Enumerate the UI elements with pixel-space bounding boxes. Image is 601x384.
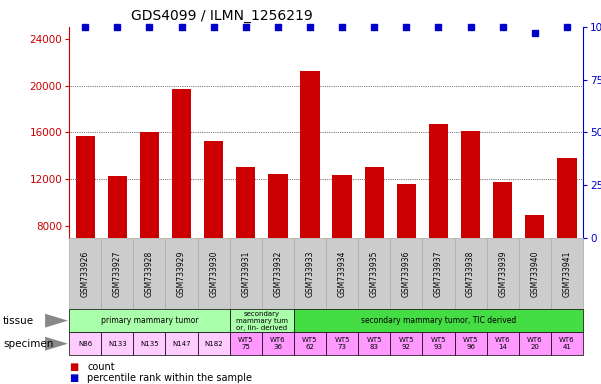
Text: GSM733934: GSM733934 [338, 250, 347, 297]
Text: GSM733938: GSM733938 [466, 250, 475, 297]
Bar [165, 238, 198, 309]
Bar [423, 332, 454, 355]
Bar [268, 174, 287, 320]
Bar [69, 332, 101, 355]
Bar [69, 238, 101, 309]
Bar [358, 238, 390, 309]
Text: WT5
73: WT5 73 [334, 337, 350, 350]
Text: N147: N147 [172, 341, 191, 347]
Text: N135: N135 [140, 341, 159, 347]
Text: GSM733930: GSM733930 [209, 250, 218, 297]
Text: GSM733935: GSM733935 [370, 250, 379, 297]
Text: GSM733933: GSM733933 [305, 250, 314, 297]
Bar [108, 176, 127, 320]
Bar [140, 132, 159, 320]
Text: WT6
36: WT6 36 [270, 337, 285, 350]
Bar [76, 136, 95, 320]
Bar [390, 332, 423, 355]
Bar [423, 238, 454, 309]
Text: WT5
93: WT5 93 [431, 337, 446, 350]
Bar [101, 332, 133, 355]
Bar [262, 332, 294, 355]
Text: specimen: specimen [3, 339, 53, 349]
Text: WT5
92: WT5 92 [398, 337, 414, 350]
Text: GSM733929: GSM733929 [177, 250, 186, 297]
Bar [133, 332, 165, 355]
Text: GSM733932: GSM733932 [273, 250, 282, 297]
Text: ■: ■ [69, 373, 78, 383]
Bar [230, 332, 262, 355]
Bar [230, 238, 262, 309]
Bar [397, 184, 416, 320]
Bar [198, 332, 230, 355]
Bar [300, 71, 320, 320]
Text: ■: ■ [69, 362, 78, 372]
Text: tissue: tissue [3, 316, 34, 326]
Bar [198, 238, 230, 309]
Text: WT5
75: WT5 75 [238, 337, 254, 350]
Bar [525, 215, 545, 320]
Text: GSM733939: GSM733939 [498, 250, 507, 297]
Text: WT5
83: WT5 83 [367, 337, 382, 350]
Bar [487, 332, 519, 355]
Bar [326, 332, 358, 355]
Bar [236, 167, 255, 320]
Bar [294, 309, 583, 332]
Text: GSM733936: GSM733936 [402, 250, 411, 297]
Text: N182: N182 [204, 341, 223, 347]
Text: WT6
41: WT6 41 [559, 337, 575, 350]
Text: WT6
14: WT6 14 [495, 337, 510, 350]
Bar [365, 167, 384, 320]
Text: secondary mammary tumor, TIC derived: secondary mammary tumor, TIC derived [361, 316, 516, 325]
Text: GSM733940: GSM733940 [530, 250, 539, 297]
Bar [551, 238, 583, 309]
Text: GSM733937: GSM733937 [434, 250, 443, 297]
Text: GSM733927: GSM733927 [113, 250, 122, 297]
Bar [294, 332, 326, 355]
Bar [101, 238, 133, 309]
Bar [487, 238, 519, 309]
Text: WT6
20: WT6 20 [527, 337, 543, 350]
Bar [461, 131, 480, 320]
Text: secondary
mammary tum
or, lin- derived: secondary mammary tum or, lin- derived [236, 311, 288, 331]
Text: GSM733928: GSM733928 [145, 250, 154, 297]
Bar [454, 238, 487, 309]
Bar [133, 238, 165, 309]
Bar [557, 158, 576, 320]
Bar [204, 141, 224, 320]
Bar [519, 238, 551, 309]
Bar [326, 238, 358, 309]
Text: GSM733941: GSM733941 [563, 250, 572, 297]
Text: N86: N86 [78, 341, 93, 347]
Bar [551, 332, 583, 355]
Text: count: count [87, 362, 115, 372]
Text: GSM733931: GSM733931 [241, 250, 250, 297]
Bar [429, 124, 448, 320]
Text: percentile rank within the sample: percentile rank within the sample [87, 373, 252, 383]
Text: N133: N133 [108, 341, 127, 347]
Bar [172, 89, 191, 320]
Text: GDS4099 / ILMN_1256219: GDS4099 / ILMN_1256219 [131, 9, 313, 23]
Text: WT5
96: WT5 96 [463, 337, 478, 350]
Bar [493, 182, 512, 320]
Text: GSM733926: GSM733926 [81, 250, 90, 297]
Bar [358, 332, 390, 355]
Text: WT5
62: WT5 62 [302, 337, 318, 350]
Bar [262, 238, 294, 309]
Bar [519, 332, 551, 355]
Bar [69, 309, 230, 332]
Bar [390, 238, 423, 309]
Bar [165, 332, 198, 355]
Polygon shape [45, 314, 68, 328]
Bar [294, 238, 326, 309]
Bar [230, 309, 294, 332]
Polygon shape [45, 337, 68, 351]
Bar [454, 332, 487, 355]
Text: primary mammary tumor: primary mammary tumor [100, 316, 198, 325]
Bar [332, 175, 352, 320]
